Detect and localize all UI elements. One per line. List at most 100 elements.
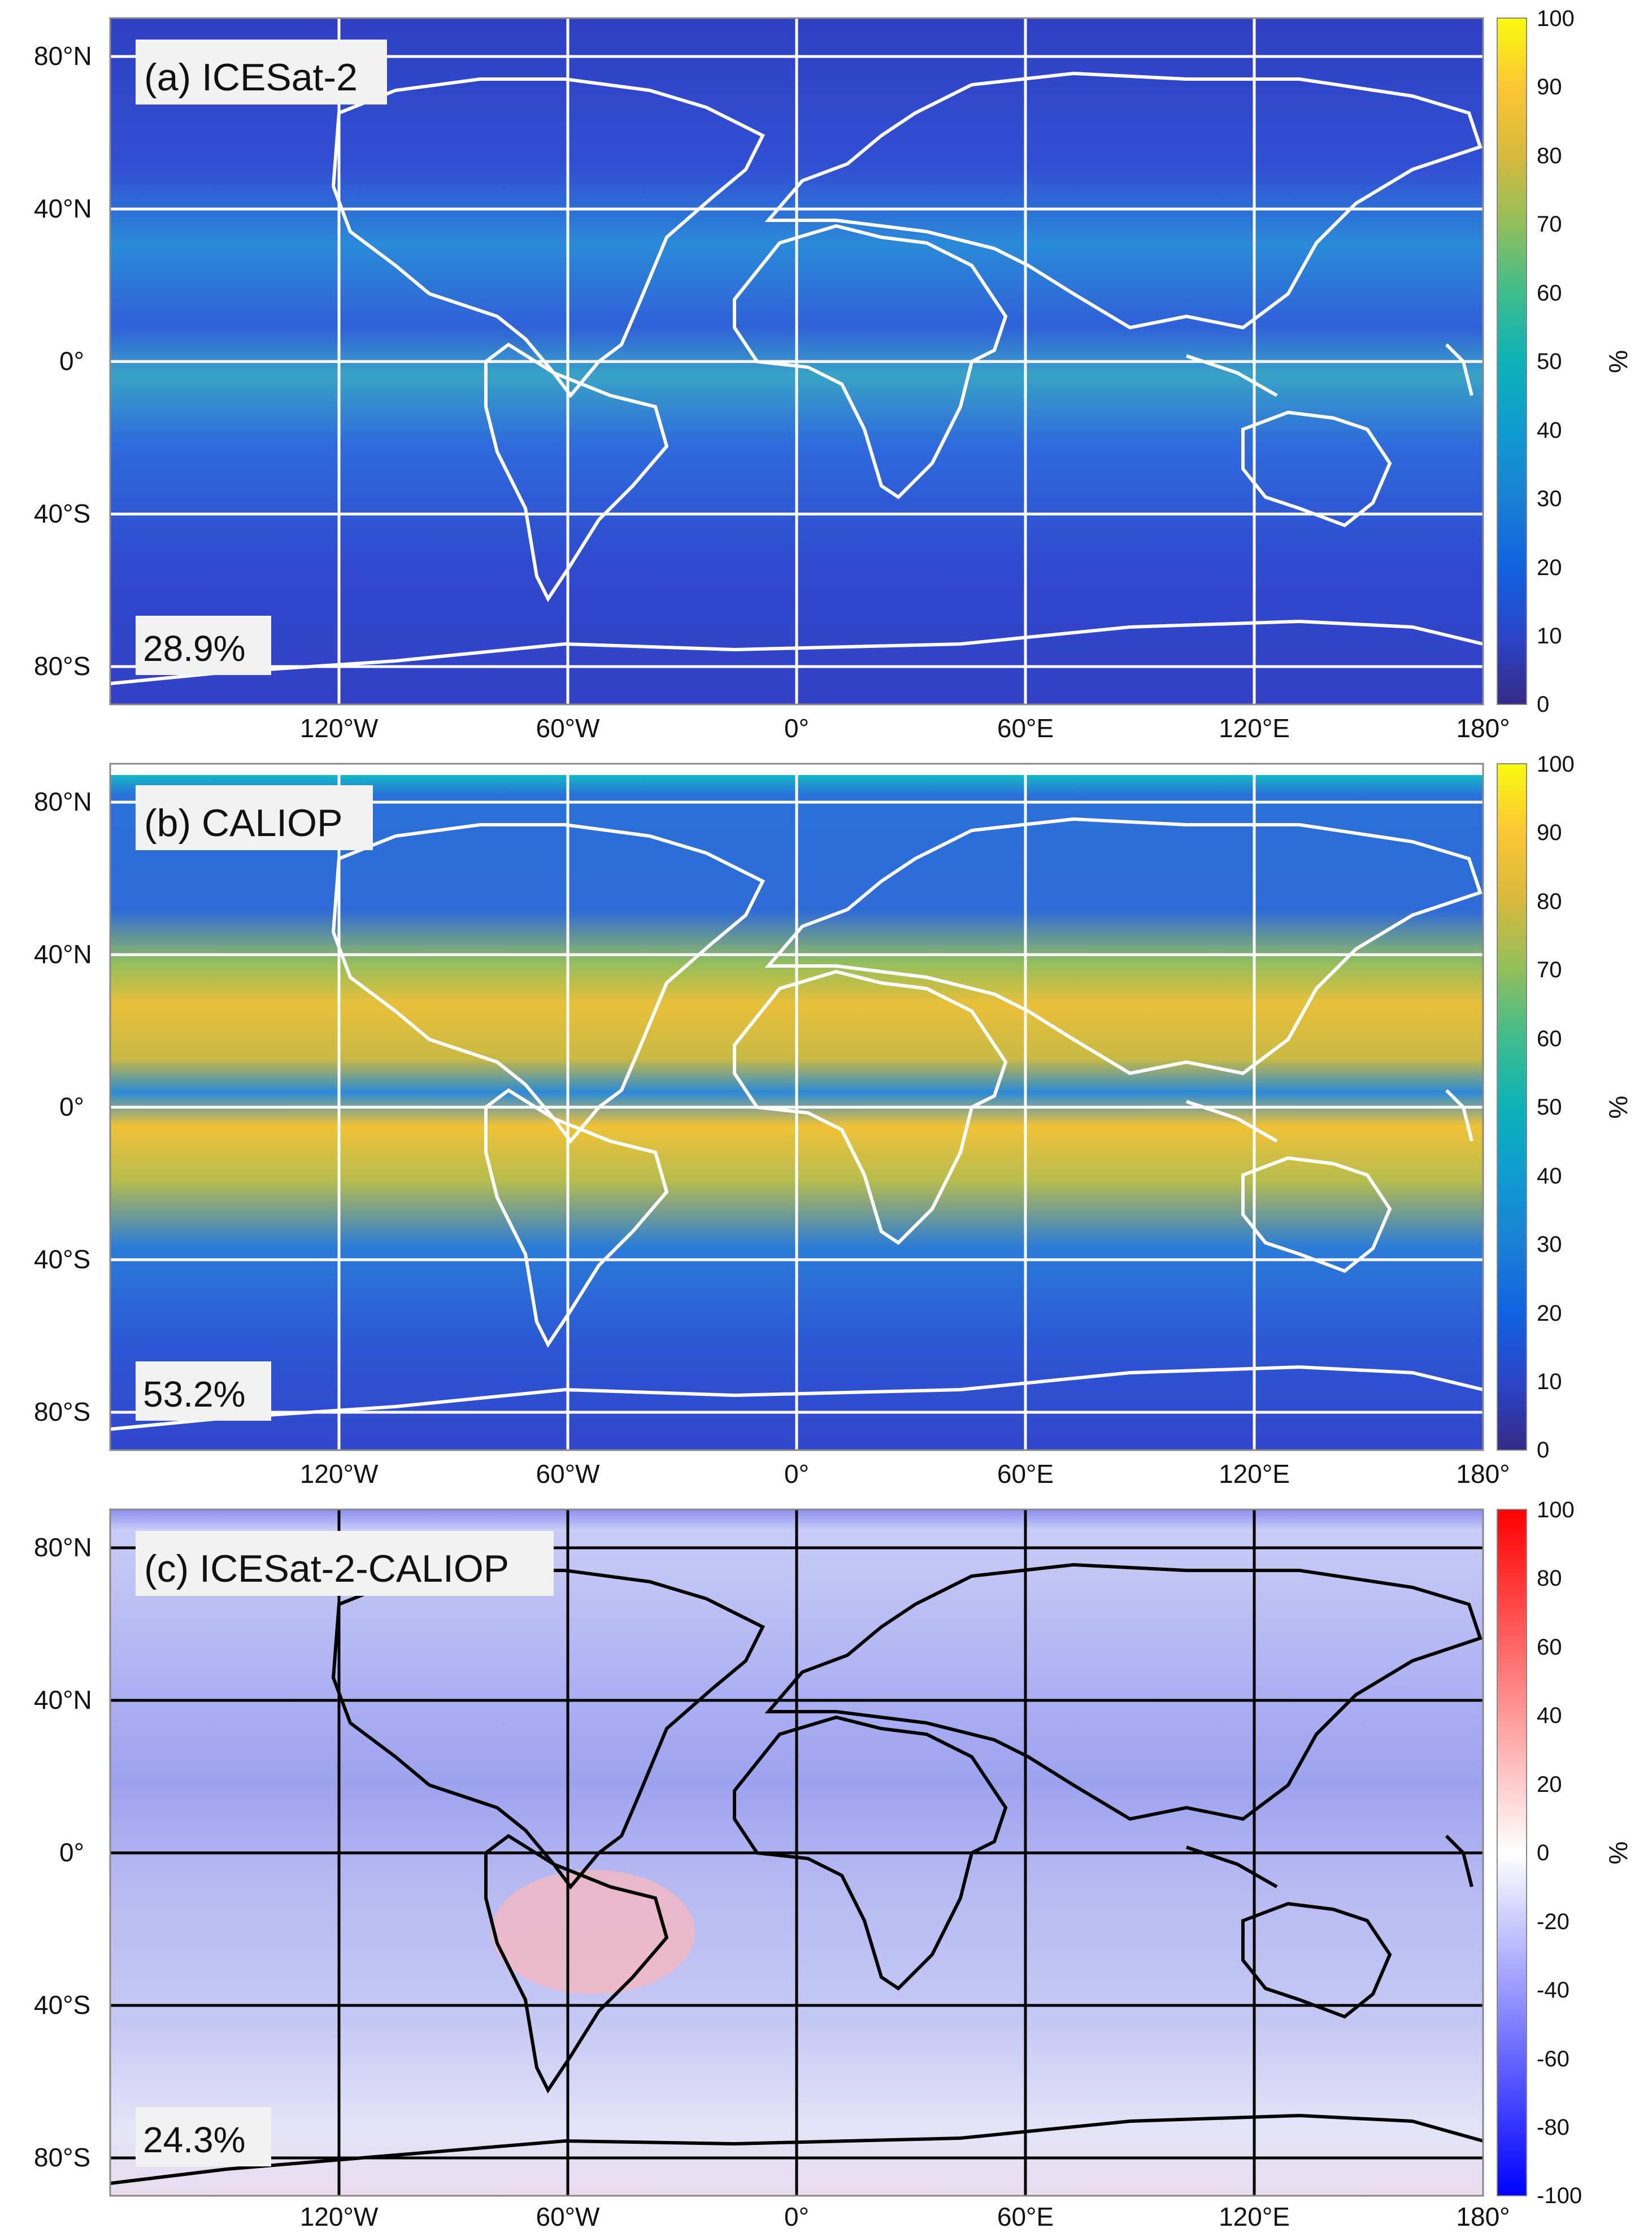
- colorbar-tick: 40: [1537, 1703, 1562, 1728]
- colorbar-tick: 30: [1537, 486, 1562, 511]
- map-frame: [109, 1508, 1484, 2197]
- colorbar-tick: 50: [1537, 1095, 1562, 1120]
- lon-label-180: 180°: [1456, 713, 1510, 743]
- colorbar-gradient: [1497, 18, 1527, 705]
- colorbar-tick: 20: [1537, 1772, 1562, 1797]
- lat-label-80s: 80°S: [34, 2143, 90, 2172]
- global-mean: 28.9%: [143, 628, 245, 669]
- colorbar-tick: 40: [1537, 418, 1562, 443]
- longitude-labels: 120°W 60°W 0° 60°E 120°E 180°: [300, 713, 1510, 743]
- lat-label-0: 0°: [59, 1092, 84, 1121]
- lat-label-80n: 80°N: [34, 787, 92, 816]
- colorbar-tick: -100: [1537, 2183, 1582, 2208]
- lon-label-0: 0°: [784, 2202, 809, 2231]
- colorbar-tick: -80: [1537, 2115, 1570, 2140]
- colorbar-tick: 0: [1537, 1840, 1549, 1865]
- colorbar-tick: 60: [1537, 281, 1562, 306]
- panel-difference-svg: (c) ICESat-2-CALIOP 24.3% 80°N 40°N 0° 4…: [34, 1498, 1633, 2231]
- colorbar: 100 90 80 70 60 50 40 30 20 10 0 %: [1497, 6, 1633, 717]
- colorbar-tick: 0: [1537, 692, 1549, 717]
- colorbar-tick: -20: [1537, 1909, 1570, 1934]
- lon-label-180: 180°: [1456, 2202, 1510, 2231]
- lon-label-60w: 60°W: [536, 2202, 601, 2231]
- panel-title: (b) CALIOP: [144, 802, 342, 845]
- map-frame: [109, 17, 1484, 706]
- colorbar-tick: 20: [1537, 555, 1562, 580]
- lat-label-0: 0°: [59, 346, 84, 376]
- lon-label-120w: 120°W: [300, 1459, 379, 1489]
- map-frame: [109, 763, 1484, 1451]
- lat-label-40s: 40°S: [34, 1990, 90, 2020]
- colorbar-tick: 100: [1537, 752, 1575, 777]
- lon-label-0: 0°: [784, 713, 809, 743]
- colorbar-gradient: [1497, 1509, 1527, 2196]
- global-mean: 24.3%: [143, 2120, 245, 2160]
- lon-label-180: 180°: [1456, 1459, 1510, 1489]
- global-mean-box: [136, 616, 271, 675]
- lon-label-120e: 120°E: [1219, 1459, 1290, 1489]
- lat-label-40n: 40°N: [34, 194, 92, 223]
- panel-title: (c) ICESat-2-CALIOP: [144, 1547, 509, 1590]
- global-mean: 53.2%: [143, 1374, 245, 1415]
- lon-label-0: 0°: [784, 1459, 809, 1489]
- colorbar-unit: %: [1603, 1096, 1633, 1119]
- lat-label-40n: 40°N: [34, 1685, 92, 1714]
- lat-label-80n: 80°N: [34, 41, 92, 71]
- colorbar-tick: 60: [1537, 1635, 1562, 1660]
- panel-title-box: [136, 40, 387, 105]
- map-area: [109, 1508, 1484, 2197]
- longitude-labels: 120°W 60°W 0° 60°E 120°E 180°: [300, 2202, 1510, 2231]
- panel-caliop: (b) CALIOP 53.2% 80°N 40°N 0° 40°S 80°S …: [0, 746, 1652, 1491]
- lon-label-60e: 60°E: [997, 1459, 1054, 1489]
- panel-icesat2-svg: (a) ICESat-2 28.9% 80°N 40°N 0° 40°S 80°…: [34, 6, 1633, 743]
- colorbar-tick: 50: [1537, 349, 1562, 374]
- longitude-labels: 120°W 60°W 0° 60°E 120°E 180°: [300, 1459, 1510, 1489]
- colorbar-tick: -40: [1537, 1978, 1570, 2003]
- lon-label-60w: 60°W: [536, 713, 601, 743]
- panel-caliop-svg: (b) CALIOP 53.2% 80°N 40°N 0° 40°S 80°S …: [34, 752, 1633, 1489]
- coastlines: [110, 1563, 1484, 2185]
- colorbar-tick: 60: [1537, 1026, 1562, 1051]
- lon-label-120w: 120°W: [300, 713, 379, 743]
- colorbar-tick: 70: [1537, 212, 1562, 237]
- colorbar-tick: 90: [1537, 75, 1562, 99]
- lon-label-60w: 60°W: [536, 1459, 601, 1489]
- lat-label-80s: 80°S: [34, 1397, 90, 1426]
- colorbar-tick: 100: [1537, 1498, 1575, 1522]
- graticule: [110, 1509, 1483, 2196]
- lat-label-80n: 80°N: [34, 1533, 92, 1562]
- colorbar-tick: 70: [1537, 958, 1562, 982]
- colorbar-tick: -60: [1537, 2047, 1570, 2071]
- colorbar-tick: 80: [1537, 889, 1562, 914]
- latitude-labels: 80°N 40°N 0° 40°S 80°S: [34, 787, 92, 1426]
- lat-label-40n: 40°N: [34, 939, 92, 969]
- colorbar-tick: 90: [1537, 820, 1562, 845]
- colorbar-tick: 10: [1537, 1369, 1562, 1394]
- lat-label-40s: 40°S: [34, 499, 90, 528]
- panel-title: (a) ICESat-2: [144, 56, 358, 99]
- colorbar-tick: 30: [1537, 1232, 1562, 1257]
- panel-title-box: [136, 785, 373, 850]
- colorbar-tick: 10: [1537, 624, 1562, 649]
- lon-label-120w: 120°W: [300, 2202, 379, 2231]
- colorbar: 100 80 60 40 20 0 -20 -40 -60 -80 -100 %: [1497, 1498, 1633, 2208]
- lat-label-80s: 80°S: [34, 651, 90, 681]
- lat-label-40s: 40°S: [34, 1244, 90, 1274]
- colorbar-tick: 0: [1537, 1438, 1549, 1463]
- colorbar-unit: %: [1603, 350, 1633, 373]
- map-area: [109, 763, 1484, 1451]
- colorbar-tick: 80: [1537, 143, 1562, 168]
- global-mean-box: [136, 2107, 271, 2166]
- global-mean-box: [136, 1361, 271, 1421]
- map-area: [109, 17, 1484, 706]
- lon-label-60e: 60°E: [997, 2202, 1054, 2231]
- colorbar-tick: 40: [1537, 1164, 1562, 1189]
- colorbar-unit: %: [1603, 1842, 1633, 1865]
- colorbar-tick: 80: [1537, 1566, 1562, 1591]
- colorbar-gradient: [1497, 763, 1527, 1451]
- panel-title-box: [136, 1531, 554, 1596]
- lon-label-60e: 60°E: [997, 713, 1054, 743]
- colorbar: 100 90 80 70 60 50 40 30 20 10 0 %: [1497, 752, 1633, 1463]
- panel-icesat2: (a) ICESat-2 28.9% 80°N 40°N 0° 40°S 80°…: [0, 0, 1652, 746]
- lon-label-120e: 120°E: [1219, 2202, 1290, 2231]
